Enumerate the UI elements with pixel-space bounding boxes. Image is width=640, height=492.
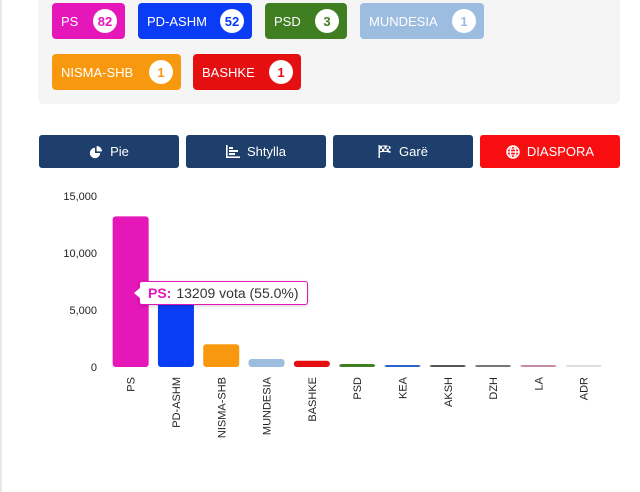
x-tick-label: KEA (397, 376, 409, 399)
bar-pd-ashm (157, 290, 194, 367)
seat-badge-bashke[interactable]: BASHKE 1 (193, 54, 301, 90)
y-tick-label: 10,000 (63, 248, 97, 260)
votes-bar-chart: 0 5,000 10,000 15,000 PS PD-ASHM NISMA-SHB MUND… (63, 191, 602, 438)
bar-tooltip: PS: 13209 vota (55.0%) (133, 281, 308, 305)
x-tick-label: ADR (579, 377, 591, 400)
seat-badge-count: 1 (149, 60, 173, 84)
x-tick-label: LA (533, 376, 545, 390)
seat-badge-party: MUNDESIA (369, 13, 438, 29)
seat-badge-party: PS (61, 13, 79, 29)
pie-view-label: Pie (110, 144, 129, 159)
seat-badge-count: 52 (220, 9, 244, 33)
seat-badge-count: 3 (315, 9, 339, 33)
bar-aksh (429, 365, 466, 367)
page-right-margin (629, 0, 640, 492)
diaspora-label: DIASPORA (526, 144, 595, 159)
diaspora-button[interactable]: DIASPORA (480, 135, 620, 168)
race-view-label: Garë (399, 144, 428, 159)
pie-view-button[interactable]: Pie (39, 135, 179, 168)
x-tick-label: PD-ASHM (171, 377, 183, 428)
x-tick-label: MUNDESIA (262, 376, 274, 435)
bar-dzh (475, 365, 512, 367)
x-tick-label: DZH (488, 377, 500, 400)
bar-adr (565, 365, 602, 367)
bar-nisma-shb (203, 344, 240, 367)
bar-psd (339, 364, 376, 367)
tooltip-text: 13209 vota (55.0%) (176, 285, 299, 301)
seat-badge-count: 1 (269, 60, 293, 84)
tooltip-label: PS: (148, 285, 172, 301)
seat-badge-party: PD-ASHM (147, 13, 207, 29)
seat-badge-count: 82 (93, 9, 117, 33)
x-tick-label: NISMA-SHB (216, 377, 228, 438)
page-left-border (0, 0, 2, 492)
x-tick-label: PS (126, 377, 138, 392)
seat-badge-count: 1 (452, 9, 476, 33)
bar-la (520, 365, 557, 367)
seat-badge-party: PSD (274, 13, 301, 29)
bar-view-button[interactable]: Shtylla (186, 135, 326, 168)
bar-kea (384, 364, 421, 367)
seat-badge-pd-ashm[interactable]: PD-ASHM 52 (138, 3, 252, 39)
checkered-flag-icon (378, 145, 391, 158)
seat-summary-panel: PS 82 PD-ASHM 52 PSD 3 MUNDESIA 1 NISMA-… (38, 0, 620, 104)
bar-bashke (293, 360, 330, 367)
seat-badge-party: BASHKE (202, 64, 255, 80)
x-tick-label: AKSH (443, 377, 455, 407)
x-tick-label: BASHKE (307, 377, 319, 422)
bar-ps (112, 216, 149, 367)
x-tick-label: PSD (352, 377, 364, 400)
bar-mundesia (248, 359, 285, 367)
bar-chart-icon (225, 145, 240, 158)
seat-badge-party: NISMA-SHB (61, 64, 134, 80)
y-tick-label: 5,000 (69, 305, 97, 317)
seat-badge-nisma-shb[interactable]: NISMA-SHB 1 (52, 54, 181, 90)
pie-chart-icon (89, 145, 103, 158)
seat-badge-psd[interactable]: PSD 3 (265, 3, 347, 39)
race-view-button[interactable]: Garë (333, 135, 473, 168)
y-tick-label: 15,000 (63, 191, 97, 203)
tooltip-arrow (133, 287, 141, 299)
seat-badge-ps[interactable]: PS 82 (52, 3, 125, 39)
y-tick-label: 0 (91, 362, 97, 374)
bar-view-label: Shtylla (246, 144, 287, 159)
globe-icon (506, 144, 520, 159)
seat-badge-mundesia[interactable]: MUNDESIA 1 (360, 3, 484, 39)
